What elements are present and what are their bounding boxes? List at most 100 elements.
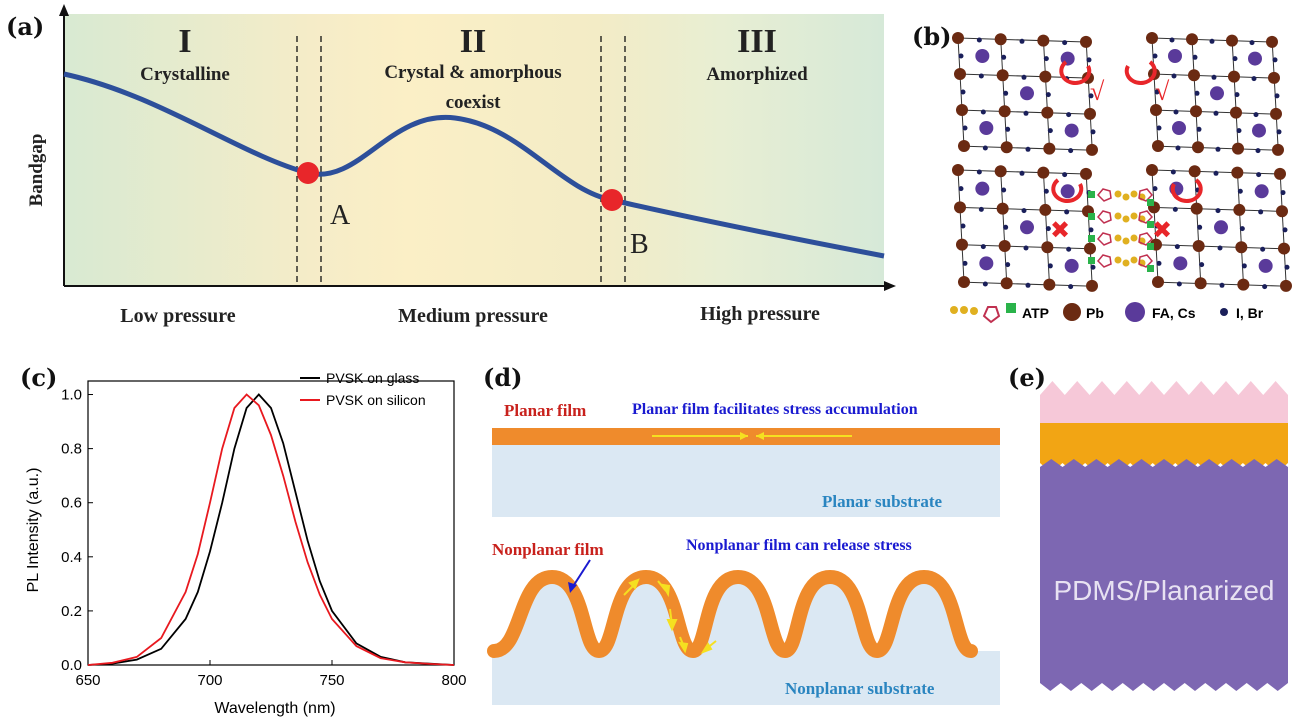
atp-end [1088,235,1095,242]
halide-atom [1152,53,1158,59]
atp-bead [1114,212,1122,220]
x-tick-label: 650 [75,672,100,689]
panel-label-c: (c) [20,363,58,392]
pb-atom [1037,166,1050,179]
halide-atom [1090,264,1096,270]
halide-atom [1005,262,1011,268]
atp-end [1147,243,1154,250]
pb-atom [1084,242,1096,255]
halide-atom [976,37,982,43]
point-a-label: A [330,200,351,231]
y-axis-label: Bandgap [26,134,47,207]
legend-ib: I, Br [1236,305,1264,321]
halide-atom [1088,227,1094,233]
halide-atom [1088,93,1094,99]
halide-atom [1272,57,1278,63]
panel-label-d: (d) [483,363,523,392]
halide-atom [1156,125,1162,131]
pb-atom [954,201,966,214]
pb-atom [956,104,968,116]
point-b-label: B [630,229,649,260]
atp-bead [1130,190,1138,198]
halide-atom [1196,126,1202,132]
halide-atom [1234,92,1240,98]
atp-bead [1122,215,1130,223]
pb-atom [952,164,964,176]
fa-cs-atom [1214,220,1228,235]
atp-end [1088,191,1095,198]
pb-atom [1000,277,1013,290]
pb-atom [1084,107,1096,120]
halide-atom [1019,170,1025,176]
halide-atom [1262,284,1268,290]
region-ii-name: Crystal & amorphous [384,62,561,83]
halide-atom [958,186,964,192]
lattice-bond [1151,244,1281,250]
halide-atom [1282,227,1288,233]
pressure-label-medium: Medium pressure [398,305,548,327]
atp-end [1147,221,1154,228]
x-tick-label: 800 [441,672,466,689]
pressure-label-high: High pressure [700,303,820,325]
pb-atom [1230,106,1242,119]
halide-atom [1209,38,1215,44]
y-tick-label: 1.0 [61,387,82,404]
halide-atom [1284,264,1290,270]
panel-label-a: (a) [6,12,45,41]
diagram-background [64,14,884,286]
pb-atom [1274,167,1286,180]
fa-cs-atom [975,181,990,196]
lattice-bond [957,244,1087,250]
lattice-bond [1151,109,1273,115]
lattice-cube [1146,32,1284,156]
panel-label-e: (e) [1008,363,1046,392]
pb-atom [994,33,1007,46]
halide-atom [1068,148,1074,154]
pdms-layer [1040,459,1288,691]
halide-atom [1274,93,1280,99]
halide-atom [980,109,986,115]
fa-cs-atom [1020,220,1034,235]
halide-atom [960,223,966,229]
cross-mark-icon: ✖ [1050,217,1070,244]
halide-atom [1090,129,1096,135]
fa-cs-atom [1172,121,1186,135]
pb-atom [1228,70,1240,83]
halide-atom [962,260,968,266]
halide-atom [1215,146,1221,152]
atp-end [1088,257,1095,264]
lattice-bond [1042,37,1050,147]
halide-atom [978,73,984,79]
rotation-arrow-icon [1170,178,1203,203]
halide-atom [976,169,982,175]
rotation-arrow-icon [1051,178,1084,203]
crystal-structure-illustration: √ √ ✖ ✖ ATP Pb FA, Cs I, Br [950,32,1292,324]
legend-fa: FA, Cs [1152,305,1196,321]
halide-atom [1047,128,1053,134]
x-tick-label: 750 [319,672,344,689]
legend-atp: ATP [1022,305,1049,321]
fa-cs-atom [1020,86,1034,101]
halide-atom [1043,188,1049,194]
halide-atom [1003,90,1009,96]
halide-atom [1171,73,1177,79]
halide-atom [1253,112,1259,118]
fa-cs-atom [1254,184,1269,199]
halide-atom [1215,208,1221,214]
series-line-glass [87,393,455,666]
pb-atom [1266,35,1278,48]
fa-cs-atom [979,256,994,271]
fa-cs-atom [1168,49,1182,63]
pb-atom-icon [1063,303,1081,321]
top-layer [1040,381,1288,430]
plot-frame [87,380,455,666]
atp-ring-icon [982,306,1001,324]
bandgap-diagram: A B I Crystalline II Crystal & amorphous… [26,4,896,327]
lattice-cube [952,164,1098,292]
atp-ring [1096,254,1112,268]
halide-atom [1003,224,1009,230]
fa-cs-atom [1210,86,1224,101]
halide-atom [1005,126,1011,132]
pb-atom [1231,166,1244,179]
region-ii-name2: coexist [446,92,502,113]
